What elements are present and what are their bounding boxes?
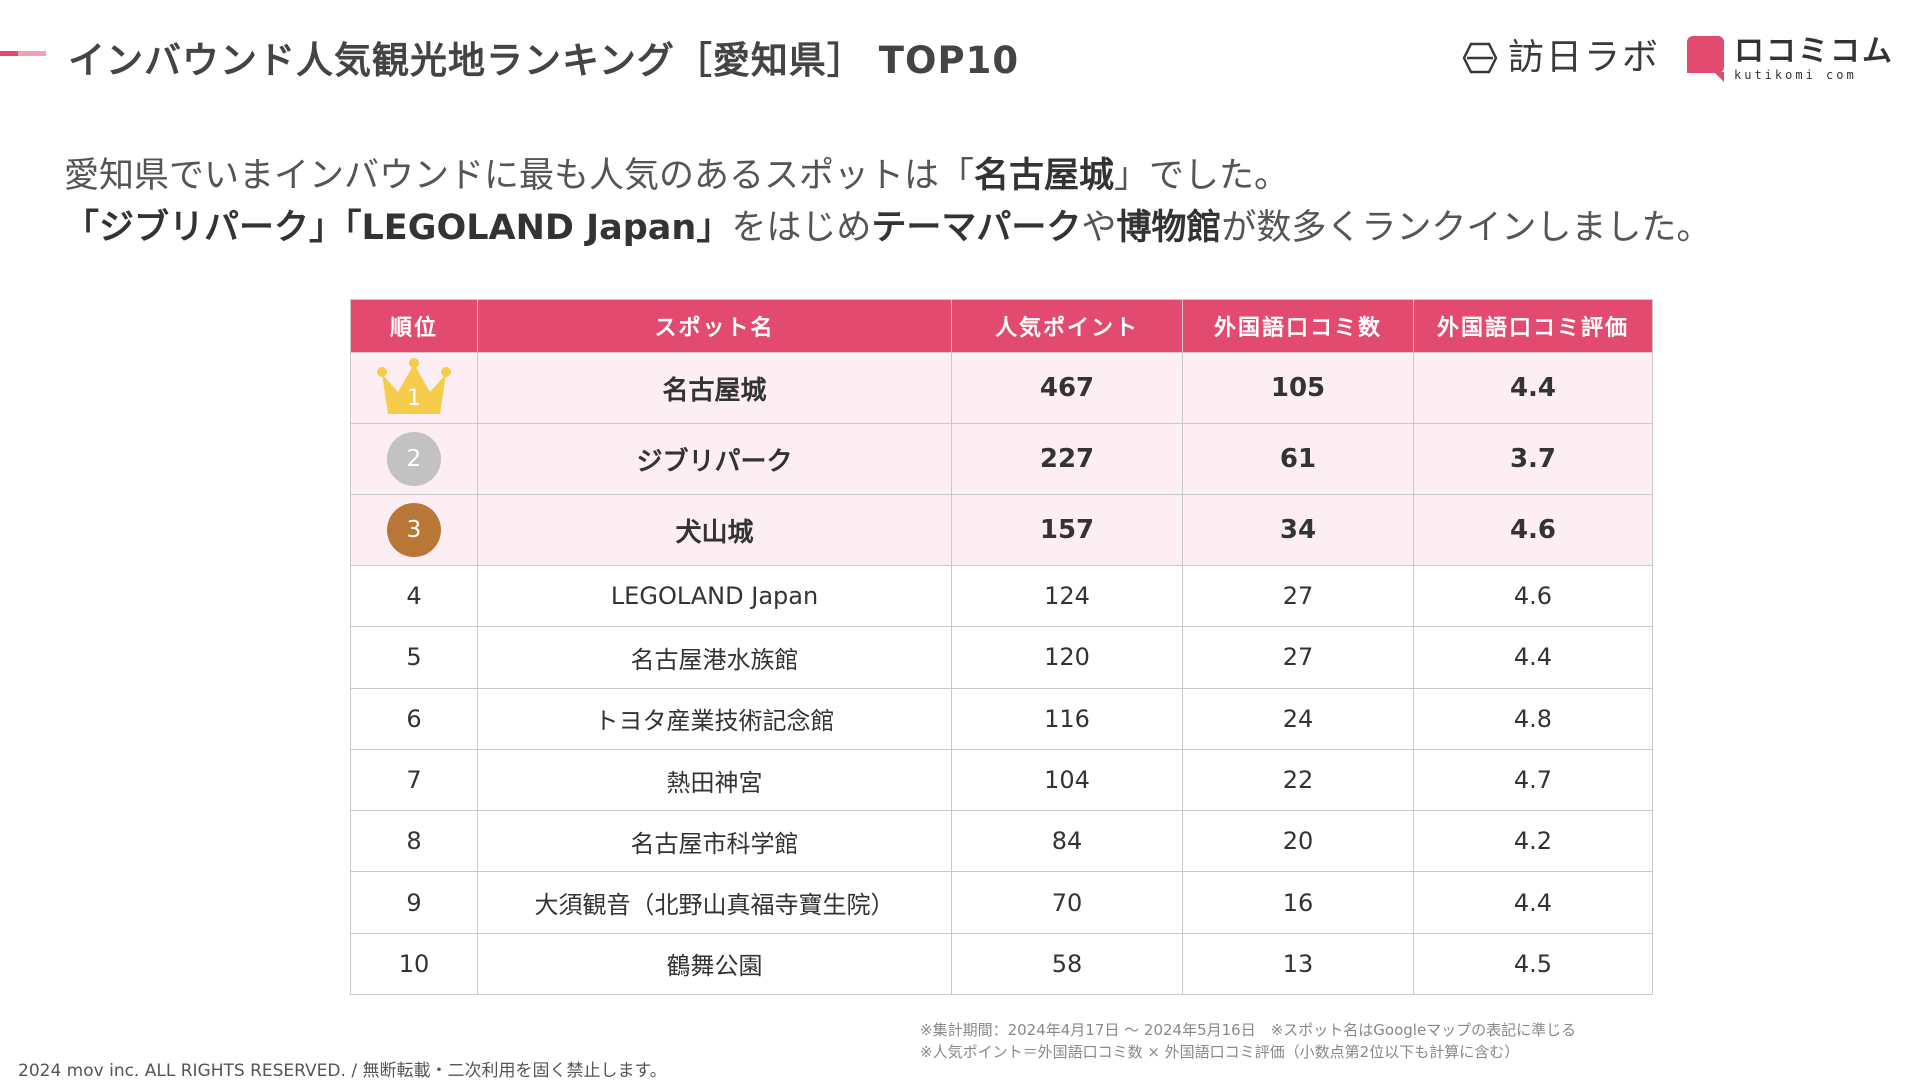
review-count-cell: 61: [1182, 423, 1414, 495]
kutikomi-logo[interactable]: ロコミコム kutikomi com: [1687, 36, 1894, 82]
rank-cell: 3: [350, 494, 478, 566]
hexagon-logo-icon: [1462, 42, 1498, 74]
rank-cell: 8: [350, 810, 478, 873]
houjin-lab-logo[interactable]: 訪日ラボ: [1462, 38, 1660, 78]
header-foreign-review-count: 外国語口コミ数: [1182, 299, 1414, 353]
spot-name-cell: ジブリパーク: [477, 423, 952, 495]
points-cell: 58: [951, 932, 1183, 996]
review-count-cell: 27: [1182, 626, 1414, 689]
rank-cell: 6: [350, 687, 478, 750]
header-rank: 順位: [350, 299, 478, 353]
rank-cell: 5: [350, 626, 478, 689]
points-cell: 227: [951, 423, 1183, 495]
table-row: 3 犬山城 157 34 4.6: [350, 494, 1653, 566]
spot-name-cell: 名古屋市科学館: [477, 810, 952, 873]
spot-name-cell: トヨタ産業技術記念館: [477, 687, 952, 750]
ranking-table: 順位 スポット名 人気ポイント 外国語口コミ数 外国語口コミ評価 1 名古屋: [350, 299, 1653, 996]
table-row: 6 トヨタ産業技術記念館 116 24 4.8: [350, 687, 1653, 750]
gold-crown-icon: 1: [374, 358, 454, 418]
page-title: インバウンド人気観光地ランキング［愛知県］ TOP10: [68, 39, 1020, 82]
copyright-notice: 2024 mov inc. ALL RIGHTS RESERVED. / 無断転…: [18, 1061, 667, 1080]
footnote-period: ※集計期間：2024年4月17日 〜 2024年5月16日 ※スポット名はGoo…: [920, 1021, 1577, 1039]
houjin-lab-logo-text: 訪日ラボ: [1508, 37, 1661, 78]
footnote-formula: ※人気ポイント＝外国語口コミ数 × 外国語口コミ評価（小数点第2位以下も計算に含…: [920, 1043, 1520, 1061]
review-count-cell: 27: [1182, 564, 1414, 628]
points-cell: 124: [951, 564, 1183, 628]
rank-cell: 1: [350, 352, 478, 424]
rating-cell: 4.4: [1413, 871, 1653, 934]
rank-cell: 4: [350, 564, 478, 628]
spot-name-cell: 犬山城: [477, 494, 952, 566]
review-count-cell: 16: [1182, 871, 1414, 934]
rank-cell: 9: [350, 871, 478, 934]
intro-line-1: 愛知県でいまインバウンドに最も人気のあるスポットは「名古屋城」でした。: [64, 156, 1290, 196]
bronze-medal-icon: 3: [387, 503, 441, 557]
spot-name-cell: 熱田神宮: [477, 748, 952, 812]
review-count-cell: 22: [1182, 748, 1414, 812]
review-count-cell: 105: [1182, 352, 1414, 424]
spot-name-cell: 名古屋港水族館: [477, 626, 952, 689]
points-cell: 104: [951, 748, 1183, 812]
review-count-cell: 24: [1182, 687, 1414, 750]
rating-cell: 4.8: [1413, 687, 1653, 750]
table-row: 4 LEGOLAND Japan 124 27 4.6: [350, 564, 1653, 628]
rating-cell: 4.7: [1413, 748, 1653, 812]
header-foreign-review-rating: 外国語口コミ評価: [1413, 299, 1653, 353]
intro-text: 愛知県でいまインバウンドに最も人気のあるスポットは「名古屋城」でした。 「ジブリ…: [64, 150, 1711, 254]
rating-cell: 4.4: [1413, 352, 1653, 424]
footnotes: ※集計期間：2024年4月17日 〜 2024年5月16日 ※スポット名はGoo…: [920, 1019, 1576, 1063]
header-spot-name: スポット名: [477, 299, 952, 353]
intro-line-2: 「ジブリパーク」「LEGOLAND Japan」をはじめテーマパークや博物館が数…: [64, 208, 1712, 248]
spot-name-cell: LEGOLAND Japan: [477, 564, 952, 628]
points-cell: 70: [951, 871, 1183, 934]
table-row: 1 名古屋城 467 105 4.4: [350, 352, 1653, 424]
header-popularity-points: 人気ポイント: [951, 299, 1183, 353]
title-accent-bar: [0, 51, 46, 56]
kutikomi-logo-subtext: kutikomi com: [1734, 68, 1857, 82]
table-row: 10 鶴舞公園 58 13 4.5: [350, 932, 1653, 996]
silver-medal-icon: 2: [387, 432, 441, 486]
points-cell: 467: [951, 352, 1183, 424]
spot-name-cell: 鶴舞公園: [477, 932, 952, 996]
points-cell: 120: [951, 626, 1183, 689]
kutikomi-logo-text: ロコミコム: [1734, 34, 1894, 69]
rank-number: 1: [407, 386, 421, 411]
review-count-cell: 34: [1182, 494, 1414, 566]
spot-name-cell: 大須観音（北野山真福寺寶生院）: [477, 871, 952, 934]
rating-cell: 4.2: [1413, 810, 1653, 873]
rating-cell: 3.7: [1413, 423, 1653, 495]
rating-cell: 4.4: [1413, 626, 1653, 689]
table-row: 2 ジブリパーク 227 61 3.7: [350, 423, 1653, 495]
table-row: 7 熱田神宮 104 22 4.7: [350, 748, 1653, 812]
speech-bubble-icon: [1687, 36, 1724, 82]
table-row: 5 名古屋港水族館 120 27 4.4: [350, 626, 1653, 689]
points-cell: 116: [951, 687, 1183, 750]
rank-number: 3: [406, 517, 422, 543]
points-cell: 157: [951, 494, 1183, 566]
spot-name-cell: 名古屋城: [477, 352, 952, 424]
table-row: 8 名古屋市科学館 84 20 4.2: [350, 810, 1653, 873]
review-count-cell: 20: [1182, 810, 1414, 873]
rank-cell: 2: [350, 423, 478, 495]
points-cell: 84: [951, 810, 1183, 873]
rank-number: 2: [406, 446, 422, 472]
rank-cell: 10: [350, 932, 478, 996]
review-count-cell: 13: [1182, 932, 1414, 996]
rating-cell: 4.6: [1413, 494, 1653, 566]
table-header-row: 順位 スポット名 人気ポイント 外国語口コミ数 外国語口コミ評価: [350, 299, 1653, 353]
rank-cell: 7: [350, 748, 478, 812]
rating-cell: 4.5: [1413, 932, 1653, 996]
table-row: 9 大須観音（北野山真福寺寶生院） 70 16 4.4: [350, 871, 1653, 934]
rating-cell: 4.6: [1413, 564, 1653, 628]
